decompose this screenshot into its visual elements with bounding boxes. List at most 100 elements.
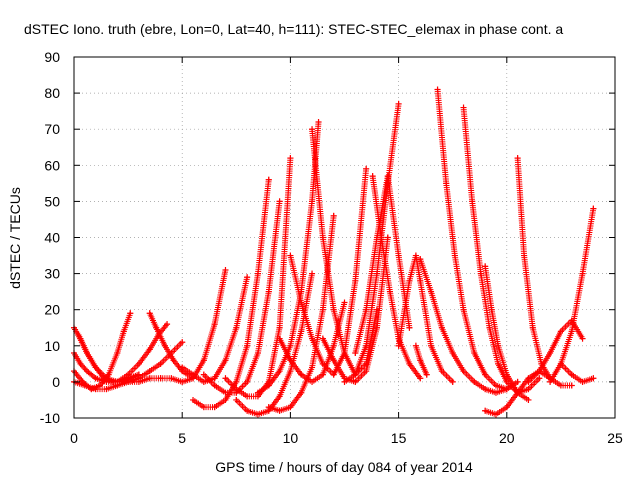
y-tick-label: 0 bbox=[52, 374, 60, 390]
data-point bbox=[460, 306, 467, 313]
y-tick-label: 70 bbox=[44, 121, 60, 137]
data-point bbox=[276, 368, 283, 375]
data-point bbox=[170, 357, 177, 364]
data-point bbox=[265, 288, 272, 295]
data-point bbox=[309, 126, 316, 133]
data-point bbox=[254, 411, 261, 418]
data-point bbox=[557, 328, 564, 335]
data-point bbox=[568, 328, 575, 335]
data-point bbox=[568, 382, 575, 389]
series-marker-trail bbox=[265, 212, 337, 414]
data-point bbox=[384, 234, 391, 241]
data-point bbox=[395, 100, 402, 107]
data-series bbox=[395, 252, 456, 385]
data-point bbox=[568, 371, 575, 378]
data-point bbox=[254, 389, 261, 396]
data-point bbox=[287, 368, 294, 375]
data-point bbox=[114, 350, 121, 357]
data-point bbox=[417, 256, 424, 263]
data-point bbox=[536, 375, 543, 382]
data-point bbox=[222, 357, 229, 364]
data-point bbox=[265, 382, 272, 389]
data-point bbox=[352, 277, 359, 284]
data-point bbox=[503, 386, 510, 393]
data-series bbox=[514, 155, 575, 389]
data-point bbox=[438, 324, 445, 331]
data-point bbox=[557, 360, 564, 367]
data-point bbox=[406, 324, 413, 331]
data-point bbox=[363, 306, 370, 313]
data-point bbox=[157, 375, 164, 382]
data-point bbox=[319, 335, 326, 342]
data-point bbox=[482, 407, 489, 414]
data-point bbox=[590, 375, 597, 382]
data-point bbox=[363, 342, 370, 349]
data-point bbox=[244, 378, 251, 385]
data-point bbox=[384, 180, 391, 187]
data-series bbox=[482, 263, 543, 396]
data-point bbox=[482, 386, 489, 393]
data-point bbox=[265, 404, 272, 411]
data-point bbox=[75, 331, 82, 338]
data-point bbox=[417, 375, 424, 382]
data-point bbox=[135, 375, 142, 382]
data-series bbox=[190, 176, 272, 411]
data-point bbox=[83, 368, 90, 375]
data-point bbox=[449, 350, 456, 357]
data-point bbox=[276, 324, 283, 331]
data-point bbox=[503, 404, 510, 411]
data-point bbox=[309, 364, 316, 371]
data-series bbox=[157, 266, 229, 385]
x-tick-label: 20 bbox=[499, 430, 515, 446]
data-point bbox=[179, 364, 186, 371]
data-point bbox=[417, 277, 424, 284]
series-marker-trail bbox=[395, 252, 456, 385]
y-tick-label: 40 bbox=[44, 230, 60, 246]
data-series bbox=[233, 270, 316, 418]
data-point bbox=[330, 342, 337, 349]
data-series bbox=[557, 360, 597, 385]
plot-frame bbox=[73, 56, 616, 419]
data-point bbox=[233, 386, 240, 393]
data-point bbox=[92, 386, 99, 393]
x-axis-label: GPS time / hours of day 084 of year 2014 bbox=[215, 459, 473, 475]
series-marker-trail bbox=[557, 360, 597, 385]
data-point bbox=[395, 335, 402, 342]
data-point bbox=[492, 411, 499, 418]
data-point bbox=[486, 324, 493, 331]
x-tick-label: 0 bbox=[70, 430, 78, 446]
data-point bbox=[417, 357, 424, 364]
grid-layer bbox=[74, 57, 615, 418]
data-point bbox=[319, 360, 326, 367]
data-point bbox=[211, 321, 218, 328]
data-point bbox=[443, 180, 450, 187]
data-point bbox=[287, 342, 294, 349]
data-point bbox=[315, 118, 322, 125]
data-point bbox=[579, 335, 586, 342]
data-point bbox=[330, 371, 337, 378]
data-point bbox=[164, 321, 171, 328]
data-point bbox=[438, 368, 445, 375]
y-axis-label: dSTEC / TECUs bbox=[7, 187, 23, 289]
data-series bbox=[547, 205, 597, 385]
data-point bbox=[477, 270, 484, 277]
data-point bbox=[590, 205, 597, 212]
data-point bbox=[525, 396, 532, 403]
data-point bbox=[525, 378, 532, 385]
data-point bbox=[579, 378, 586, 385]
data-point bbox=[309, 270, 316, 277]
data-point bbox=[341, 378, 348, 385]
data-series bbox=[287, 165, 370, 378]
data-series bbox=[265, 212, 337, 414]
data-point bbox=[449, 378, 456, 385]
data-point bbox=[287, 155, 294, 162]
data-point bbox=[309, 198, 316, 205]
data-series bbox=[434, 86, 521, 393]
data-point bbox=[276, 407, 283, 414]
data-point bbox=[222, 375, 229, 382]
data-point bbox=[384, 173, 391, 180]
data-point bbox=[125, 378, 132, 385]
data-point bbox=[503, 371, 510, 378]
data-point bbox=[114, 378, 121, 385]
